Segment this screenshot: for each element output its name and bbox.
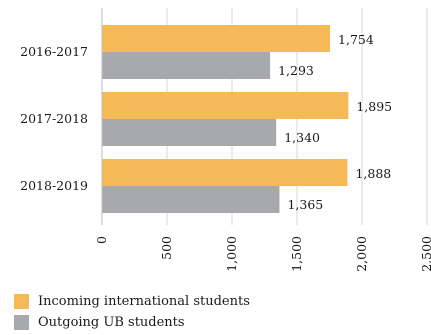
legend-label-incoming: Incoming international students — [38, 294, 250, 309]
x-tick-label: 2,500 — [419, 236, 431, 272]
bar-incoming — [102, 159, 348, 186]
x-tick-label: 0 — [94, 236, 109, 244]
bar-incoming — [102, 25, 331, 52]
legend-swatch-outgoing — [14, 315, 29, 330]
bar-incoming — [102, 92, 349, 119]
legend-swatch-incoming — [14, 294, 29, 309]
x-tick-label: 500 — [159, 236, 174, 260]
data-label: 1,895 — [356, 99, 392, 114]
data-label: 1,365 — [287, 197, 323, 212]
x-tick-label: 1,000 — [224, 236, 239, 272]
x-tick-label: 2,000 — [354, 236, 369, 272]
x-tick-label: 1,500 — [289, 236, 304, 272]
category-label: 2017-2018 — [20, 111, 88, 126]
data-label: 1,293 — [278, 63, 314, 78]
legend-item-incoming: Incoming international students — [14, 291, 250, 312]
category-label: 2018-2019 — [20, 178, 88, 193]
legend-label-outgoing: Outgoing UB students — [38, 315, 185, 330]
data-label: 1,340 — [284, 130, 320, 145]
data-label: 1,754 — [338, 32, 374, 47]
bar-outgoing — [102, 119, 277, 146]
legend: Incoming international students Outgoing… — [14, 291, 250, 333]
legend-item-outgoing: Outgoing UB students — [14, 312, 250, 333]
bar-outgoing — [102, 52, 271, 79]
bar-outgoing — [102, 186, 280, 213]
data-label: 1,888 — [355, 166, 391, 181]
category-label: 2016-2017 — [20, 44, 88, 59]
